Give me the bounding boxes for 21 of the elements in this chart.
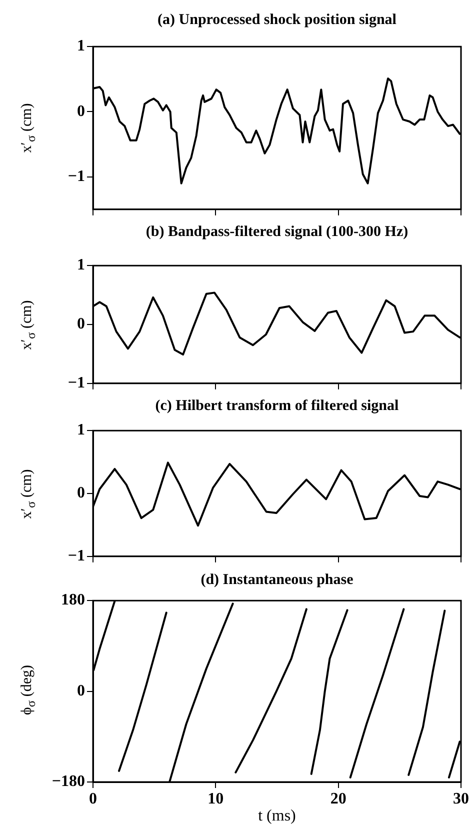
y-tick-label: −180 — [52, 773, 85, 790]
x-tick-label: 10 — [208, 790, 224, 808]
y-tick-label: 1 — [77, 38, 85, 55]
y-tick-label: 0 — [77, 682, 85, 700]
chart-title: (b) Bandpass-filtered signal (100-300 Hz) — [144, 224, 410, 241]
chart-title: (c) Hilbert transform of filtered signal — [154, 398, 400, 415]
y-tick-label: 0 — [77, 102, 85, 120]
y-tick-label: −1 — [68, 168, 85, 185]
y-tick-label: −1 — [68, 374, 85, 392]
x-tick-label: 30 — [453, 790, 469, 808]
chart-title: (d) Instantaneous phase — [200, 572, 354, 589]
x-tick-label: 0 — [89, 790, 97, 808]
x-tick-label: 20 — [330, 790, 346, 808]
y-tick-label: 1 — [77, 422, 85, 439]
y-tick-label: −1 — [68, 548, 85, 565]
y-tick-label: 1 — [77, 256, 85, 274]
y-tick-label: 180 — [61, 592, 85, 609]
chart-title: (a) Unprocessed shock position signal — [156, 12, 398, 29]
y-tick-label: 0 — [77, 316, 85, 333]
y-tick-label: 0 — [77, 484, 85, 502]
x-axis-title: t (ms) — [258, 808, 296, 825]
